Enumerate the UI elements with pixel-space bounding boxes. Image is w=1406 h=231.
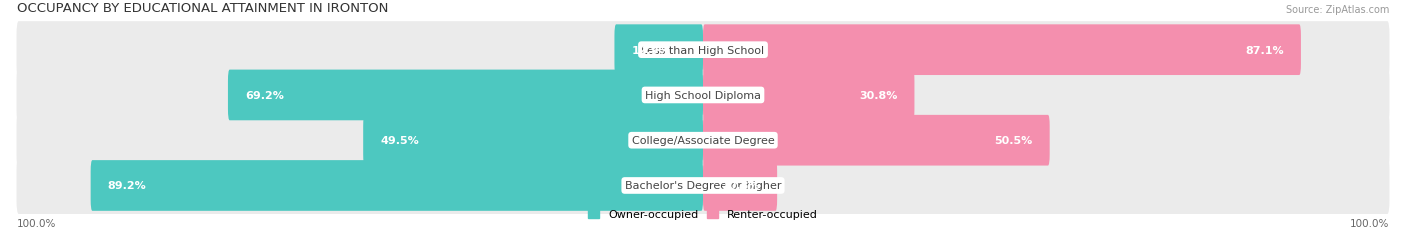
FancyBboxPatch shape (614, 25, 703, 76)
Text: 10.8%: 10.8% (721, 181, 761, 191)
Text: Less than High School: Less than High School (641, 46, 765, 55)
Text: 100.0%: 100.0% (17, 218, 56, 228)
FancyBboxPatch shape (17, 112, 1389, 169)
FancyBboxPatch shape (703, 70, 914, 121)
Text: 30.8%: 30.8% (859, 91, 897, 100)
Text: OCCUPANCY BY EDUCATIONAL ATTAINMENT IN IRONTON: OCCUPANCY BY EDUCATIONAL ATTAINMENT IN I… (17, 2, 388, 15)
Text: 100.0%: 100.0% (1350, 218, 1389, 228)
Text: 89.2%: 89.2% (108, 181, 146, 191)
FancyBboxPatch shape (703, 25, 1301, 76)
FancyBboxPatch shape (17, 67, 1389, 124)
Text: High School Diploma: High School Diploma (645, 91, 761, 100)
Text: Source: ZipAtlas.com: Source: ZipAtlas.com (1286, 5, 1389, 15)
Text: 69.2%: 69.2% (245, 91, 284, 100)
FancyBboxPatch shape (228, 70, 703, 121)
Text: Bachelor's Degree or higher: Bachelor's Degree or higher (624, 181, 782, 191)
Legend: Owner-occupied, Renter-occupied: Owner-occupied, Renter-occupied (583, 205, 823, 224)
FancyBboxPatch shape (90, 161, 703, 211)
Text: 87.1%: 87.1% (1246, 46, 1284, 55)
Text: 50.5%: 50.5% (994, 136, 1032, 146)
FancyBboxPatch shape (17, 157, 1389, 214)
Text: College/Associate Degree: College/Associate Degree (631, 136, 775, 146)
FancyBboxPatch shape (703, 161, 778, 211)
Text: 49.5%: 49.5% (381, 136, 419, 146)
FancyBboxPatch shape (363, 115, 703, 166)
Text: 12.9%: 12.9% (631, 46, 671, 55)
FancyBboxPatch shape (17, 22, 1389, 79)
FancyBboxPatch shape (703, 115, 1050, 166)
